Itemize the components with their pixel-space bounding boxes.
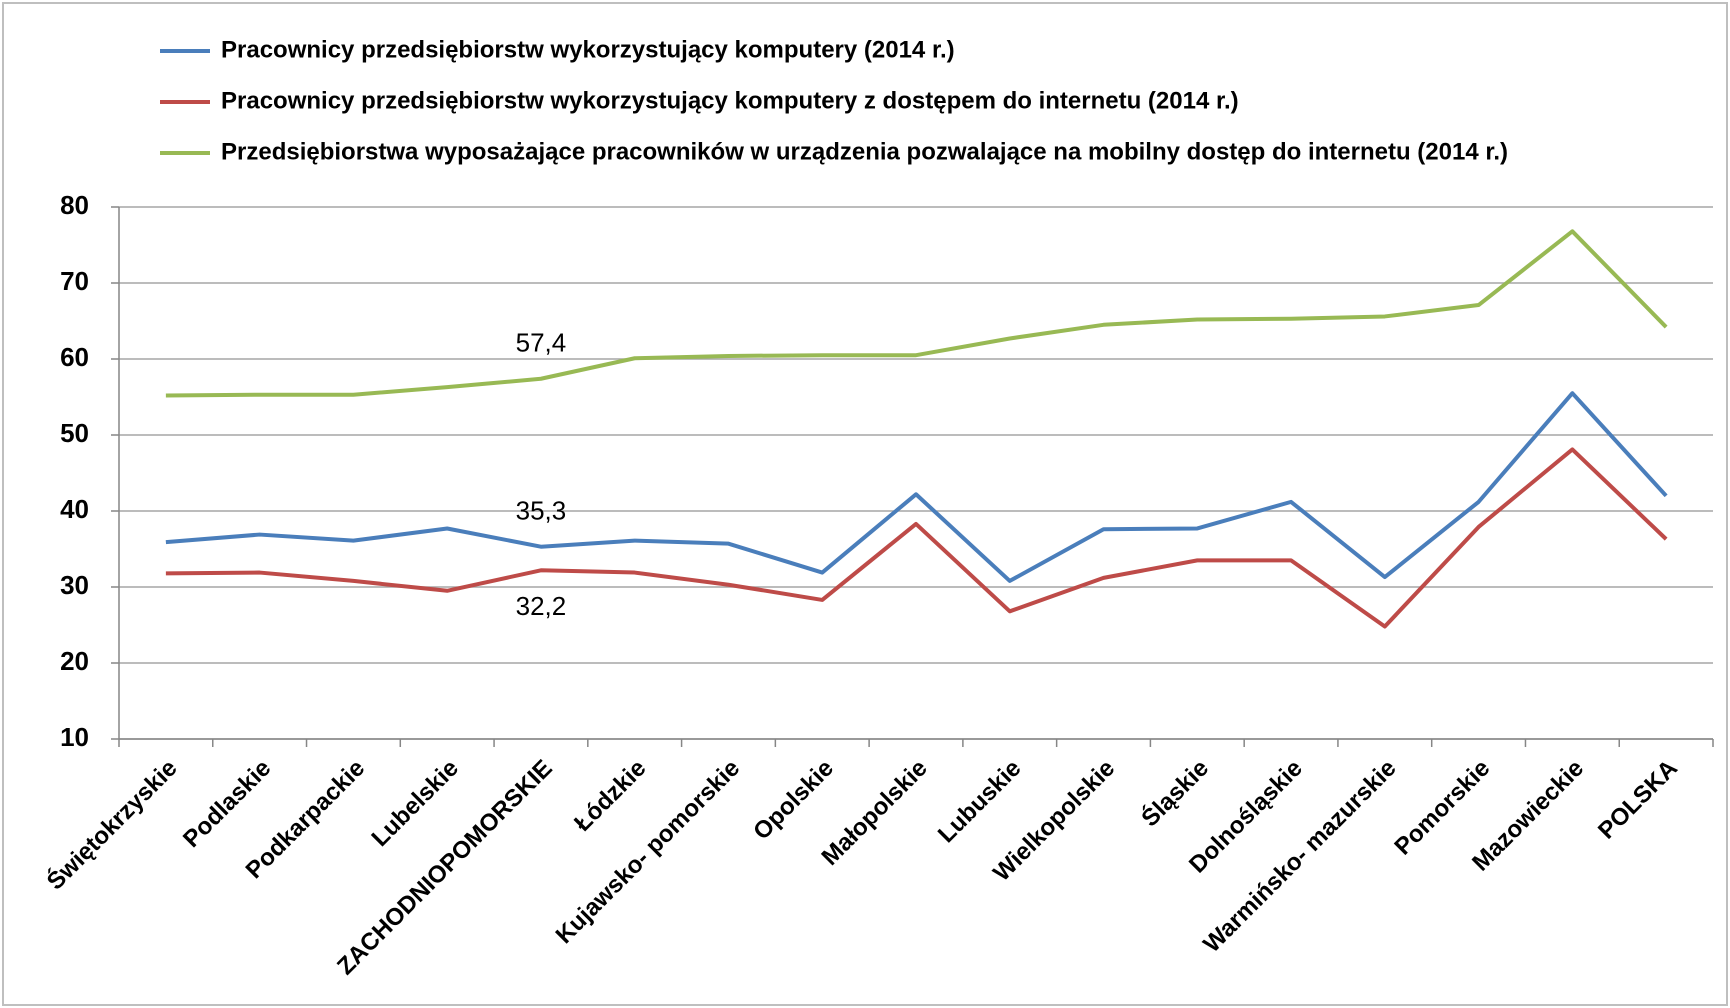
legend-label: Pracownicy przedsiębiorstw wykorzystując…: [221, 36, 955, 63]
y-tick-label: 60: [60, 342, 89, 372]
y-tick-label: 50: [60, 418, 89, 448]
data-label: 35,3: [516, 496, 567, 526]
y-tick-label: 30: [60, 570, 89, 600]
series-line: [165, 391, 1668, 583]
data-label: 32,2: [516, 591, 567, 621]
y-tick-label: 20: [60, 646, 89, 676]
y-tick-label: 10: [60, 722, 89, 752]
y-tick-label: 40: [60, 494, 89, 524]
legend-label: Pracownicy przedsiębiorstw wykorzystując…: [221, 87, 1239, 114]
y-tick-label: 80: [60, 190, 89, 220]
data-label: 57,4: [516, 328, 567, 358]
series-line: [165, 447, 1668, 629]
legend-label: Przedsiębiorstwa wyposażające pracownikó…: [221, 138, 1508, 165]
y-tick-label: 70: [60, 266, 89, 296]
series-line: [165, 229, 1668, 398]
